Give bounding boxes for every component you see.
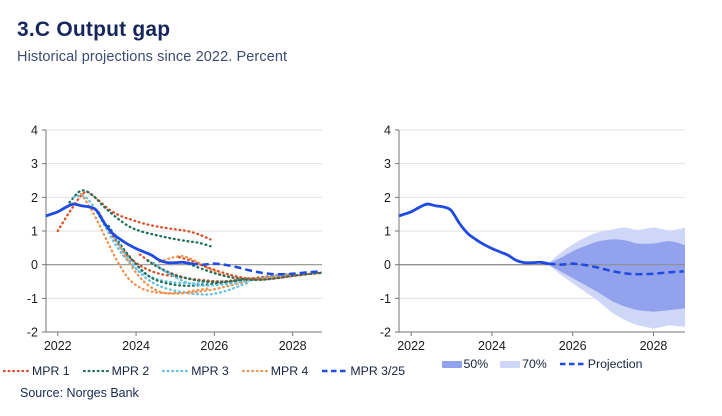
series-projection [548, 262, 684, 276]
y-tick-label: 4 [31, 124, 38, 138]
legend-label: 70% [522, 357, 547, 371]
series-output-gap [398, 202, 549, 266]
series-mpr-4-22 [80, 192, 212, 295]
page-subtitle: Historical projections since 2022. Perce… [17, 49, 288, 65]
legend-item-70-: 70% [500, 357, 547, 371]
y-tick-label: 1 [384, 225, 391, 239]
y-tick-label: 1 [31, 225, 38, 239]
legend-label: MPR 3/25 [350, 364, 406, 378]
legend-label: MPR 1 [32, 364, 70, 378]
y-tick-label: 3 [31, 157, 38, 171]
legend-item-mpr-1: MPR 1 [3, 364, 70, 378]
fan-band-50% [548, 239, 685, 312]
y-tick-label: -1 [27, 292, 38, 306]
legend-label: MPR 4 [270, 364, 309, 378]
y-tick-label: 2 [31, 191, 38, 205]
dotted-line-icon [82, 369, 110, 373]
left-chart: 4 3 2 1 0 -1 -2 2022 2024 2026 2028 [27, 124, 324, 353]
y-tick-label: 2 [384, 191, 391, 205]
x-tick-label: 2028 [279, 339, 307, 353]
series-mpr-3-25 [190, 262, 323, 276]
series-mpr-1-25 [177, 256, 324, 281]
x-tick-label: 2026 [200, 339, 228, 353]
series-mpr-2-22 [68, 189, 212, 248]
legend-item-50-: 50% [441, 357, 489, 371]
right-chart-legend: 50% 70% Projection [392, 357, 692, 371]
legend-item-mpr-3: MPR 3 [162, 364, 229, 378]
y-tick-label: 3 [384, 157, 391, 171]
legend-item-mpr-3-25: MPR 3/25 [321, 364, 405, 378]
series-mpr-4-24 [158, 255, 290, 280]
y-tick-label: -2 [27, 326, 38, 340]
x-tick-label: 2024 [478, 339, 506, 353]
x-tick-label: 2022 [397, 339, 425, 353]
y-tick-label: 4 [384, 124, 391, 138]
dashed-line-icon [559, 362, 585, 366]
legend-label: MPR 3 [191, 364, 229, 378]
series-mpr-2-25 [187, 262, 324, 282]
source-note: Source: Norges Bank [20, 386, 139, 400]
dotted-line-icon [3, 369, 30, 373]
y-tick-label: -1 [380, 292, 391, 306]
legend-item-projection: Projection [559, 357, 643, 371]
series-mpr-3-22 [72, 194, 212, 285]
legend-label: Projection [587, 357, 643, 371]
legend-label: 50% [463, 357, 489, 371]
dashed-line-icon [322, 369, 348, 373]
legend-item-mpr-4: MPR 4 [241, 364, 309, 378]
page-title: 3.C Output gap [17, 18, 171, 41]
dotted-line-icon [241, 369, 269, 373]
y-tick-label: 0 [384, 258, 391, 272]
right-chart: 4 3 2 1 0 -1 -2 2022 2024 2026 2028 [380, 124, 685, 353]
x-tick-label: 2022 [44, 339, 72, 353]
y-tick-label: 0 [31, 258, 38, 272]
series-mpr-4-23 [119, 246, 251, 295]
legend-label: MPR 2 [111, 364, 150, 378]
series-mpr-2-23 [107, 224, 251, 288]
series-mpr-3-23 [113, 236, 251, 296]
series-mpr-1-22 [56, 190, 212, 241]
legend-item-mpr-2: MPR 2 [82, 364, 150, 378]
dotted-line-icon [162, 369, 190, 373]
x-tick-label: 2026 [559, 339, 587, 353]
y-tick-label: -2 [380, 326, 391, 340]
series-output-gap [45, 202, 192, 266]
legend-swatch [441, 360, 462, 368]
left-chart-legend: MPR 1 MPR 2 MPR 3 MPR 4 MPR 3/25 [3, 364, 405, 378]
x-tick-label: 2024 [122, 339, 150, 353]
x-tick-label: 2028 [640, 339, 668, 353]
legend-swatch [500, 360, 521, 368]
